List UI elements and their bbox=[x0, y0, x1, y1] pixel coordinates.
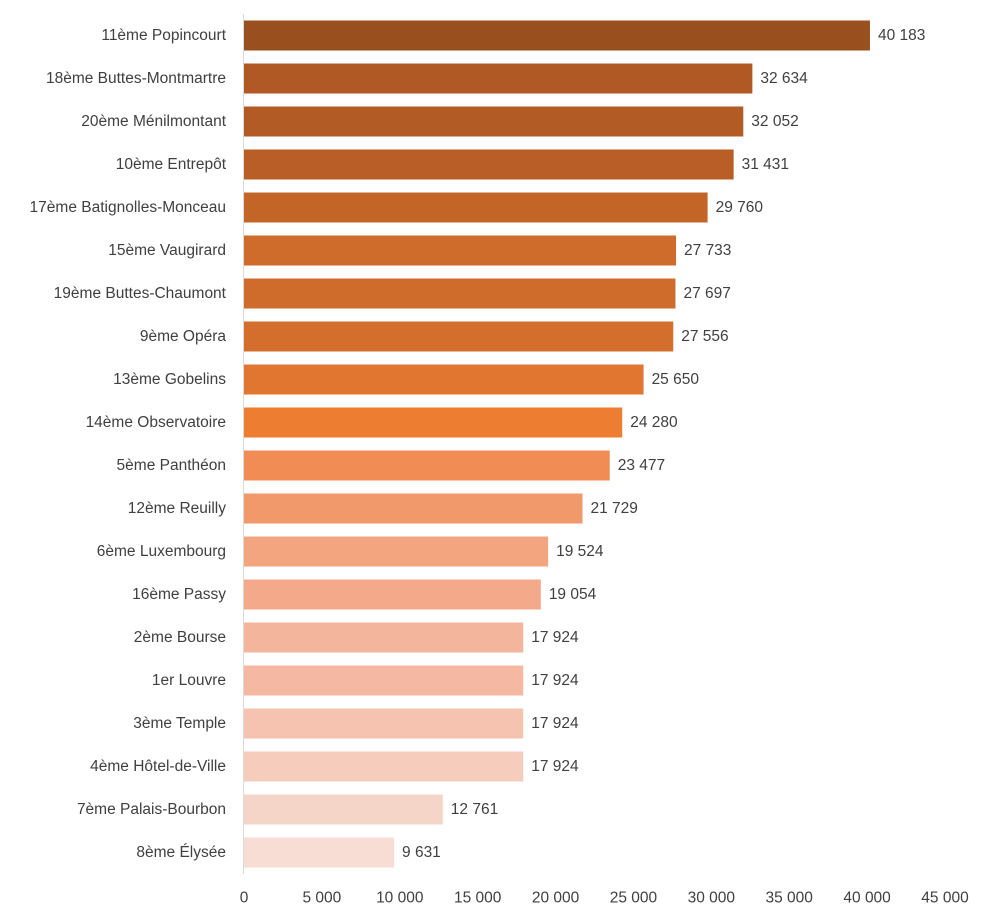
category-label: 3ème Temple bbox=[133, 715, 226, 732]
bar bbox=[244, 63, 753, 94]
bar bbox=[244, 751, 524, 782]
value-label: 21 729 bbox=[590, 500, 637, 517]
bars-group bbox=[244, 20, 870, 868]
category-label: 17ème Batignolles-Monceau bbox=[30, 199, 226, 216]
value-label: 9 631 bbox=[402, 844, 441, 861]
bar bbox=[244, 450, 610, 481]
bar bbox=[244, 235, 677, 266]
category-label: 15ème Vaugirard bbox=[108, 242, 226, 259]
x-tick-label: 25 000 bbox=[610, 890, 658, 907]
x-tick-label: 10 000 bbox=[376, 890, 424, 907]
value-label: 17 924 bbox=[531, 629, 579, 646]
value-label: 32 052 bbox=[751, 113, 798, 130]
x-tick-label: 35 000 bbox=[766, 890, 814, 907]
bar bbox=[244, 579, 541, 610]
category-label: 4ème Hôtel-de-Ville bbox=[90, 758, 226, 775]
value-label: 27 556 bbox=[681, 328, 728, 345]
x-tick-label: 5 000 bbox=[302, 890, 341, 907]
category-label: 14ème Observatoire bbox=[86, 414, 226, 431]
value-label: 40 183 bbox=[878, 27, 925, 44]
bar bbox=[244, 407, 623, 438]
value-label: 31 431 bbox=[742, 156, 789, 173]
category-label: 13ème Gobelins bbox=[113, 371, 226, 388]
bar bbox=[244, 364, 644, 395]
bar bbox=[244, 192, 708, 223]
value-label: 19 054 bbox=[549, 586, 597, 603]
category-label: 16ème Passy bbox=[132, 586, 226, 603]
category-label: 7ème Palais-Bourbon bbox=[77, 801, 226, 818]
x-tick-label: 15 000 bbox=[454, 890, 502, 907]
category-label: 8ème Élysée bbox=[136, 844, 226, 861]
value-label: 24 280 bbox=[630, 414, 678, 431]
x-tick-label: 40 000 bbox=[843, 890, 891, 907]
bar bbox=[244, 20, 870, 51]
x-tick-label: 45 000 bbox=[921, 890, 969, 907]
category-label: 5ème Panthéon bbox=[117, 457, 226, 474]
bar bbox=[244, 665, 524, 696]
value-label: 32 634 bbox=[760, 70, 808, 87]
value-label: 23 477 bbox=[618, 457, 665, 474]
x-tick-label: 30 000 bbox=[688, 890, 736, 907]
bar bbox=[244, 493, 583, 524]
bar bbox=[244, 278, 676, 309]
category-label: 2ème Bourse bbox=[134, 629, 226, 646]
category-label: 10ème Entrepôt bbox=[116, 156, 227, 173]
value-label: 17 924 bbox=[531, 672, 579, 689]
category-label: 11ème Popincourt bbox=[101, 27, 226, 44]
category-labels: 11ème Popincourt 18ème Buttes-Montmartre 2… bbox=[30, 27, 227, 861]
value-label: 17 924 bbox=[531, 715, 579, 732]
category-label: 12ème Reuilly bbox=[128, 500, 226, 517]
bar bbox=[244, 106, 744, 137]
value-label: 29 760 bbox=[716, 199, 764, 216]
category-label: 1er Louvre bbox=[152, 672, 226, 689]
category-label: 9ème Opéra bbox=[140, 328, 227, 345]
bar bbox=[244, 321, 674, 352]
x-axis-ticks: 0 5 000 10 000 15 000 20 000 25 000 30 000 35 0… bbox=[240, 890, 969, 907]
bar bbox=[244, 794, 443, 825]
value-label: 19 524 bbox=[556, 543, 604, 560]
value-label: 25 650 bbox=[652, 371, 700, 388]
category-label: 18ème Buttes-Montmartre bbox=[46, 70, 226, 87]
bar bbox=[244, 622, 524, 653]
x-tick-label: 20 000 bbox=[532, 890, 580, 907]
bar bbox=[244, 837, 395, 868]
category-label: 19ème Buttes-Chaumont bbox=[54, 285, 227, 302]
value-label: 17 924 bbox=[531, 758, 579, 775]
bar bbox=[244, 536, 549, 567]
value-label: 27 733 bbox=[684, 242, 731, 259]
value-label: 12 761 bbox=[451, 801, 498, 818]
bar bbox=[244, 708, 524, 739]
category-label: 20ème Ménilmontant bbox=[81, 113, 226, 130]
value-labels: 40 183 32 634 32 052 31 431 29 760 27 733 27 6… bbox=[402, 27, 925, 861]
category-label: 6ème Luxembourg bbox=[97, 543, 226, 560]
x-tick-label: 0 bbox=[240, 890, 249, 907]
bar bbox=[244, 149, 734, 180]
value-label: 27 697 bbox=[683, 285, 730, 302]
